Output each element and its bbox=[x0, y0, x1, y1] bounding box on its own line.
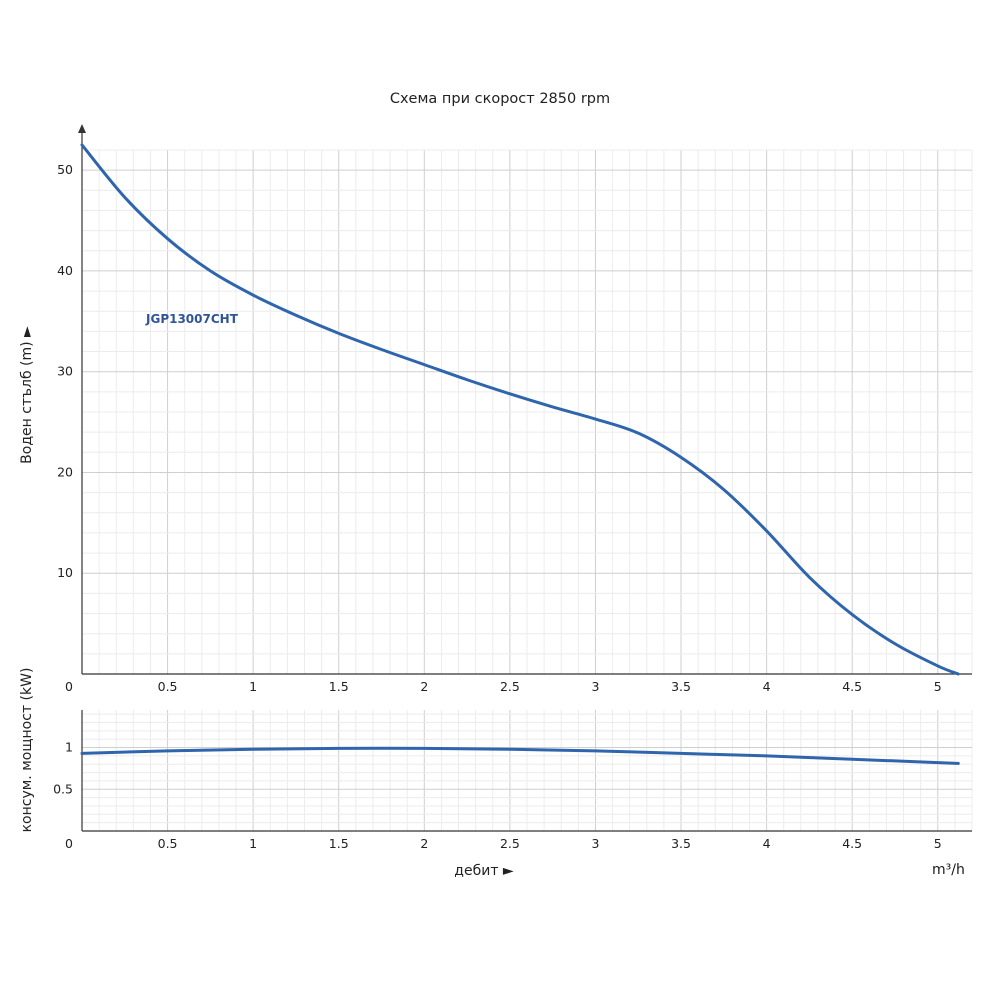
chart-axes bbox=[78, 124, 972, 832]
x-tick-label: 2 bbox=[420, 679, 428, 694]
y-tick-label: 0.5 bbox=[53, 781, 73, 796]
y-tick-label: 50 bbox=[57, 162, 73, 177]
y-tick-label: 40 bbox=[57, 263, 73, 278]
x-tick-label: 5 bbox=[934, 679, 942, 694]
y-tick-label: 20 bbox=[57, 464, 73, 479]
head-axis-label: Воден стълб (m) ► bbox=[19, 326, 35, 464]
chart-title: Схема при скорост 2850 rpm bbox=[389, 91, 611, 107]
y-axis-arrow-icon bbox=[78, 124, 86, 133]
x-tick-label: 3 bbox=[591, 836, 599, 851]
x-tick-label-origin: 0 bbox=[65, 679, 73, 694]
flow-unit-label: m³/h bbox=[932, 862, 965, 878]
x-tick-label: 4 bbox=[763, 679, 771, 694]
x-tick-label: 1 bbox=[249, 836, 257, 851]
x-tick-label: 1.5 bbox=[329, 679, 349, 694]
x-tick-label: 4 bbox=[763, 836, 771, 851]
flow-axis-label: дебит ► bbox=[454, 863, 514, 879]
y-tick-label: 1 bbox=[65, 740, 73, 755]
y-tick-label: 30 bbox=[57, 364, 73, 379]
power-chart-grid bbox=[81, 710, 973, 832]
head-chart-grid bbox=[81, 149, 973, 675]
chart-curves bbox=[80, 143, 960, 765]
x-tick-label: 0.5 bbox=[158, 679, 178, 694]
y-tick-label: 10 bbox=[57, 565, 73, 580]
series-label-jgp13007cht: JGP13007CHT bbox=[145, 312, 239, 326]
x-tick-label: 2.5 bbox=[500, 679, 520, 694]
x-tick-label-origin: 0 bbox=[65, 836, 73, 851]
x-tick-label: 1.5 bbox=[329, 836, 349, 851]
x-tick-label: 1 bbox=[249, 679, 257, 694]
x-tick-label: 4.5 bbox=[842, 836, 862, 851]
x-tick-label: 3 bbox=[591, 679, 599, 694]
chart-tick-labels: 0 0.5 1 1.5 2 2.5 3 3.5 4 4.5 5 10 20 30 40 50 0 0.5 1 1.5 2… bbox=[53, 162, 942, 851]
x-tick-label: 3.5 bbox=[671, 836, 691, 851]
x-tick-label: 5 bbox=[934, 836, 942, 851]
power-axis-label: консум. мощност (kW) bbox=[19, 668, 35, 833]
x-tick-label: 0.5 bbox=[158, 836, 178, 851]
x-tick-label: 3.5 bbox=[671, 679, 691, 694]
x-tick-label: 4.5 bbox=[842, 679, 862, 694]
power-curve-series bbox=[80, 746, 960, 765]
head-curve-series bbox=[80, 143, 960, 676]
x-tick-label: 2.5 bbox=[500, 836, 520, 851]
x-tick-label: 2 bbox=[420, 836, 428, 851]
